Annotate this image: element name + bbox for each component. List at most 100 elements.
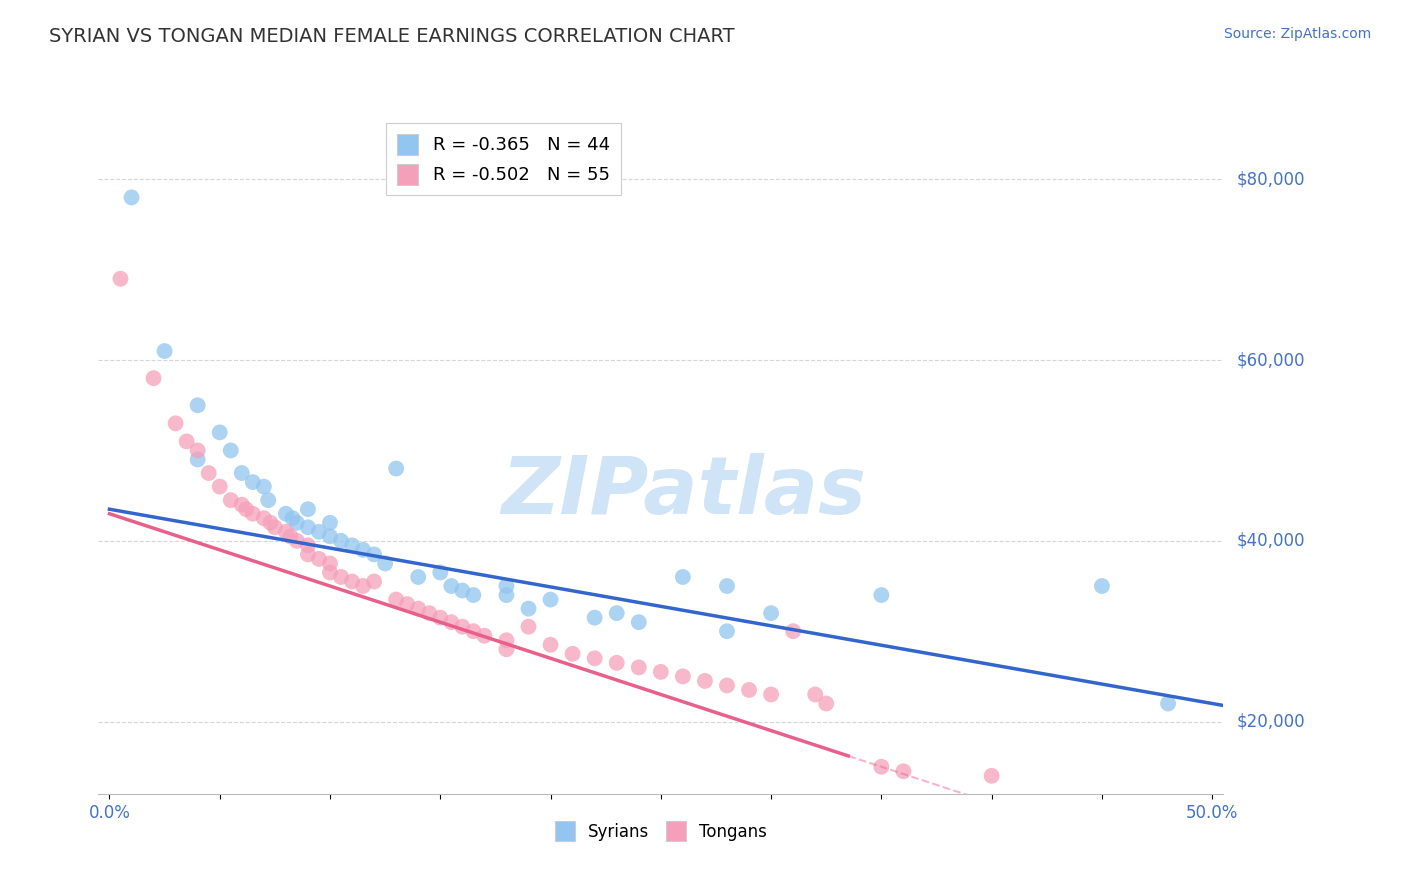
Point — [1246, 588, 1268, 602]
Point — [242, 475, 264, 489]
Point — [235, 502, 257, 516]
Point — [583, 651, 606, 665]
Point — [429, 610, 451, 624]
Point — [374, 557, 396, 571]
Point — [672, 570, 695, 584]
Point — [716, 579, 738, 593]
Point — [253, 480, 276, 494]
Point — [517, 601, 540, 615]
Point — [340, 574, 363, 589]
Point — [187, 452, 209, 467]
Point — [219, 443, 242, 458]
Text: $20,000: $20,000 — [1237, 713, 1306, 731]
Point — [396, 597, 419, 611]
Point — [627, 660, 650, 674]
Point — [1157, 697, 1180, 711]
Point — [451, 583, 474, 598]
Point — [319, 516, 342, 530]
Point — [297, 548, 319, 562]
Point — [308, 552, 330, 566]
Point — [672, 669, 695, 683]
Point — [330, 533, 353, 548]
Point — [406, 570, 429, 584]
Point — [870, 588, 893, 602]
Point — [242, 507, 264, 521]
Point — [870, 760, 893, 774]
Point — [759, 688, 782, 702]
Point — [606, 606, 628, 620]
Point — [815, 697, 838, 711]
Point — [330, 570, 353, 584]
Text: Source: ZipAtlas.com: Source: ZipAtlas.com — [1223, 27, 1371, 41]
Point — [627, 615, 650, 630]
Point — [463, 624, 485, 639]
Point — [451, 620, 474, 634]
Point — [980, 769, 1002, 783]
Point — [1091, 579, 1114, 593]
Point — [440, 615, 463, 630]
Point — [274, 507, 297, 521]
Point — [495, 588, 517, 602]
Point — [385, 461, 408, 475]
Point — [231, 466, 253, 480]
Point — [259, 516, 281, 530]
Point — [363, 548, 385, 562]
Point — [278, 529, 301, 543]
Point — [804, 688, 827, 702]
Point — [253, 511, 276, 525]
Point — [281, 511, 304, 525]
Point — [208, 480, 231, 494]
Point — [319, 566, 342, 580]
Point — [782, 624, 804, 639]
Point — [176, 434, 198, 449]
Point — [263, 520, 285, 534]
Point — [893, 764, 915, 779]
Point — [274, 524, 297, 539]
Point — [142, 371, 165, 385]
Point — [385, 592, 408, 607]
Point — [257, 493, 280, 508]
Point — [319, 557, 342, 571]
Point — [583, 610, 606, 624]
Point — [340, 538, 363, 552]
Text: $40,000: $40,000 — [1237, 532, 1306, 549]
Point — [650, 665, 672, 679]
Point — [406, 601, 429, 615]
Point — [165, 417, 187, 431]
Point — [418, 606, 440, 620]
Point — [308, 524, 330, 539]
Point — [231, 498, 253, 512]
Point — [716, 678, 738, 692]
Text: ZIPatlas: ZIPatlas — [501, 452, 866, 531]
Point — [540, 638, 562, 652]
Point — [110, 271, 132, 285]
Point — [208, 425, 231, 440]
Point — [153, 344, 176, 359]
Point — [759, 606, 782, 620]
Point — [440, 579, 463, 593]
Point — [606, 656, 628, 670]
Point — [352, 542, 374, 557]
Point — [517, 620, 540, 634]
Point — [463, 588, 485, 602]
Point — [738, 682, 761, 697]
Point — [429, 566, 451, 580]
Point — [285, 516, 308, 530]
Point — [540, 592, 562, 607]
Point — [693, 673, 716, 688]
Point — [716, 624, 738, 639]
Point — [219, 493, 242, 508]
Point — [319, 529, 342, 543]
Point — [495, 579, 517, 593]
Point — [285, 533, 308, 548]
Point — [297, 538, 319, 552]
Point — [561, 647, 583, 661]
Point — [297, 502, 319, 516]
Text: $60,000: $60,000 — [1237, 351, 1306, 369]
Point — [495, 642, 517, 657]
Text: SYRIAN VS TONGAN MEDIAN FEMALE EARNINGS CORRELATION CHART: SYRIAN VS TONGAN MEDIAN FEMALE EARNINGS … — [49, 27, 735, 45]
Point — [352, 579, 374, 593]
Point — [363, 574, 385, 589]
Point — [121, 190, 143, 204]
Legend: Syrians, Tongans: Syrians, Tongans — [548, 814, 773, 847]
